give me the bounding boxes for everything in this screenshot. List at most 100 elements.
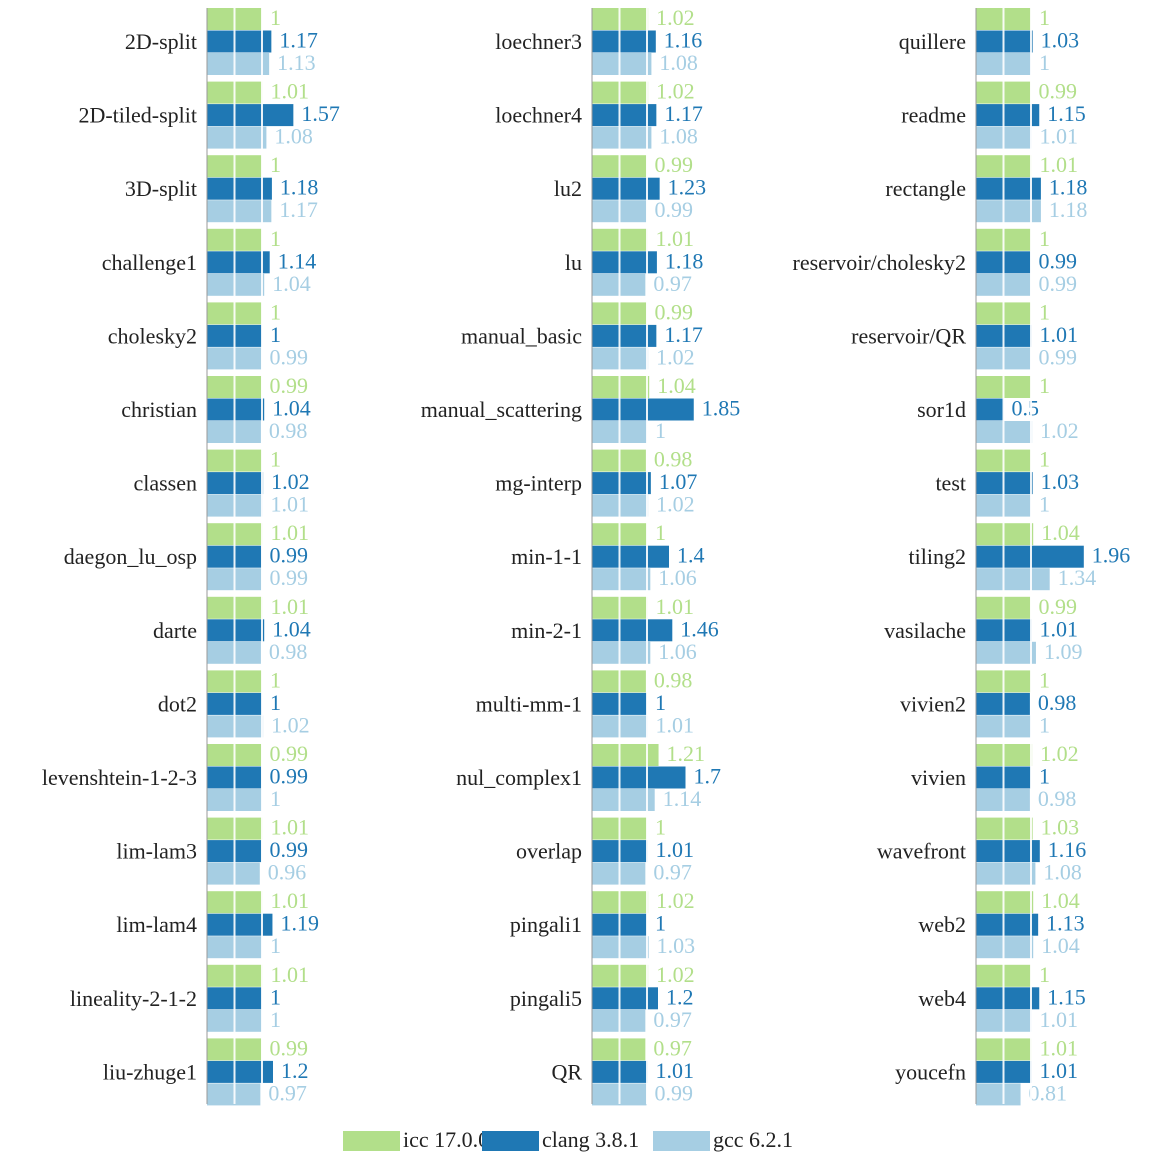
value-label: 1 (270, 667, 281, 692)
category-label: web2 (918, 912, 966, 937)
value-label: 1.21 (667, 741, 706, 766)
value-label: 1.04 (272, 616, 311, 641)
value-label: 1 (1039, 50, 1050, 75)
value-label: 1 (655, 815, 666, 840)
value-label: 1.04 (657, 373, 696, 398)
value-label: 1.18 (665, 248, 704, 273)
value-label: 1 (270, 1007, 281, 1032)
category-label: lu (565, 250, 582, 275)
value-label: 1.06 (658, 639, 697, 664)
value-label: 1.85 (702, 396, 741, 421)
value-label: 1.08 (1043, 860, 1082, 885)
value-label: 1.01 (656, 1058, 695, 1083)
value-label: 1.02 (271, 469, 310, 494)
bar (592, 177, 660, 200)
category-label: tiling2 (909, 544, 966, 569)
value-label: 1.01 (271, 492, 310, 517)
bar (207, 200, 272, 223)
value-label: 1 (655, 911, 666, 936)
bar (592, 398, 694, 421)
value-label: 1.2 (281, 1058, 309, 1083)
value-label: 1.08 (274, 124, 313, 149)
category-label: darte (153, 618, 197, 643)
category-label: min-1-1 (511, 544, 582, 569)
value-label: 0.97 (653, 1007, 692, 1032)
value-label: 1 (270, 786, 281, 811)
value-label: 0.99 (654, 1080, 693, 1105)
value-label: 0.81 (1029, 1080, 1068, 1105)
legend-swatch (343, 1131, 400, 1151)
value-label: 0.99 (269, 565, 308, 590)
value-label: 1.03 (1041, 815, 1080, 840)
value-label: 0.98 (654, 447, 693, 472)
bar (592, 744, 659, 766)
value-label: 0.99 (1038, 248, 1077, 273)
bar (976, 862, 1036, 885)
bar (592, 766, 686, 789)
value-label: 1.01 (271, 79, 310, 104)
bar (592, 104, 657, 127)
bar (976, 987, 1040, 1010)
value-label: 1.16 (664, 28, 703, 53)
value-label: 1 (270, 299, 281, 324)
value-label: 0.99 (269, 1035, 308, 1060)
value-label: 0.99 (1038, 594, 1077, 619)
value-label: 1.57 (301, 101, 340, 126)
category-label: liu-zhuge1 (103, 1059, 197, 1084)
bar (207, 53, 270, 75)
value-label: 0.99 (269, 543, 308, 568)
value-label: 1 (1039, 712, 1050, 737)
value-label: 1.08 (659, 50, 698, 75)
bar (207, 1060, 273, 1083)
value-label: 1.23 (668, 175, 707, 200)
value-label: 1.15 (1047, 984, 1086, 1009)
value-label: 1 (1039, 226, 1050, 251)
value-label: 0.98 (1038, 786, 1077, 811)
bar (592, 619, 673, 642)
category-label: lim-lam4 (116, 912, 197, 937)
bar (592, 987, 658, 1010)
value-label: 1.01 (1040, 1058, 1079, 1083)
bar (592, 251, 657, 274)
category-label: youcefn (895, 1059, 966, 1084)
value-label: 1 (655, 418, 666, 443)
value-label: 1.02 (656, 492, 695, 517)
value-label: 1.17 (279, 28, 318, 53)
value-label: 1.04 (272, 271, 311, 296)
category-label: cholesky2 (108, 323, 197, 348)
value-label: 1.18 (280, 175, 319, 200)
value-label: 0.97 (653, 1035, 692, 1060)
value-label: 1 (270, 933, 281, 958)
value-label: 1.01 (1040, 616, 1079, 641)
value-label: 1.01 (1040, 152, 1079, 177)
value-label: 1.16 (1048, 837, 1087, 862)
value-label: 1.2 (666, 984, 694, 1009)
bar (592, 376, 650, 398)
bar (207, 30, 272, 53)
value-label: 1.02 (656, 888, 695, 913)
bar (207, 251, 270, 274)
category-label: test (935, 471, 966, 496)
category-label: lim-lam3 (116, 839, 197, 864)
category-label: 2D-tiled-split (78, 103, 197, 128)
category-label: overlap (516, 839, 582, 864)
category-label: daegon_lu_osp (64, 544, 197, 569)
value-label: 0.5 (1012, 396, 1040, 421)
category-label: QR (551, 1059, 582, 1084)
value-label: 1.01 (1040, 1007, 1079, 1032)
value-label: 1.06 (658, 565, 697, 590)
category-label: vivien2 (900, 691, 966, 716)
value-label: 1.15 (1047, 101, 1086, 126)
bar (592, 324, 657, 347)
value-label: 1.01 (1040, 322, 1079, 347)
value-label: 1.01 (271, 594, 310, 619)
value-label: 1.14 (278, 248, 317, 273)
bar (207, 126, 267, 149)
value-label: 1.34 (1058, 565, 1097, 590)
category-label: classen (133, 471, 197, 496)
category-label: levenshtein-1-2-3 (42, 765, 197, 790)
value-label: 0.99 (1038, 271, 1077, 296)
value-label: 1.02 (656, 79, 695, 104)
value-label: 1 (1039, 5, 1050, 30)
